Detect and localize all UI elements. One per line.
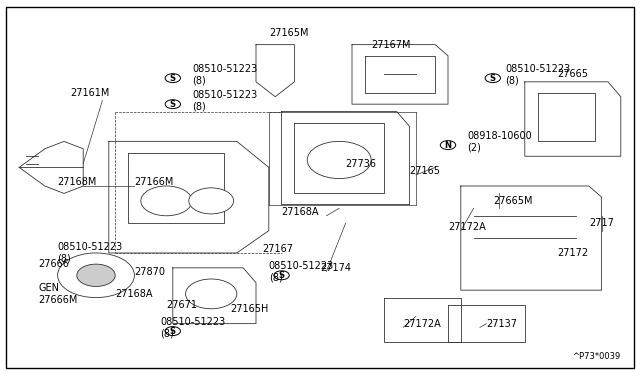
Text: 27137: 27137 <box>486 319 517 328</box>
Text: 27167: 27167 <box>262 244 293 254</box>
Text: S: S <box>490 74 496 83</box>
Text: S: S <box>278 271 285 280</box>
Text: 27174: 27174 <box>320 263 351 273</box>
Text: 27165M: 27165M <box>269 29 308 38</box>
Text: N: N <box>445 141 451 150</box>
Circle shape <box>77 264 115 286</box>
Text: 08510-51223
(8): 08510-51223 (8) <box>192 64 257 85</box>
Text: 08510-51223
(8): 08510-51223 (8) <box>160 317 225 338</box>
Circle shape <box>440 141 456 150</box>
Text: 27172A: 27172A <box>403 319 441 328</box>
Text: 27671: 27671 <box>166 300 197 310</box>
Text: 27168A: 27168A <box>282 207 319 217</box>
Circle shape <box>274 271 289 280</box>
Text: 27165H: 27165H <box>230 304 269 314</box>
Text: 27166M: 27166M <box>134 177 174 187</box>
Text: 08918-10600
(2): 08918-10600 (2) <box>467 131 532 152</box>
Circle shape <box>307 141 371 179</box>
Text: S: S <box>170 327 176 336</box>
Circle shape <box>165 100 180 109</box>
Text: 2717: 2717 <box>589 218 614 228</box>
Text: 27172A: 27172A <box>448 222 486 232</box>
Text: 27665M: 27665M <box>493 196 532 206</box>
Text: 27168A: 27168A <box>115 289 153 299</box>
Circle shape <box>485 74 500 83</box>
Text: 27665: 27665 <box>557 70 588 79</box>
Text: 27167M: 27167M <box>371 40 411 49</box>
Text: GEN
27666M: GEN 27666M <box>38 283 78 305</box>
Text: 08510-51223
(8): 08510-51223 (8) <box>192 90 257 111</box>
Text: 27168M: 27168M <box>58 177 97 187</box>
Text: 27165: 27165 <box>410 166 440 176</box>
Text: 27172: 27172 <box>557 248 588 258</box>
Circle shape <box>189 188 234 214</box>
Circle shape <box>141 186 192 216</box>
Text: ^P73*0039: ^P73*0039 <box>573 352 621 361</box>
Text: 08510-51223
(8): 08510-51223 (8) <box>506 64 571 85</box>
Circle shape <box>165 327 180 336</box>
Text: S: S <box>170 74 176 83</box>
Text: 27736: 27736 <box>346 159 376 169</box>
Text: 08510-51223
(8): 08510-51223 (8) <box>269 261 334 282</box>
Text: 27870: 27870 <box>134 267 165 276</box>
Text: S: S <box>170 100 176 109</box>
Circle shape <box>165 74 180 83</box>
Text: 08510-51223
(8): 08510-51223 (8) <box>58 242 123 264</box>
Text: 27666: 27666 <box>38 259 69 269</box>
Circle shape <box>58 253 134 298</box>
Circle shape <box>186 279 237 309</box>
Text: 27161M: 27161M <box>70 88 110 98</box>
